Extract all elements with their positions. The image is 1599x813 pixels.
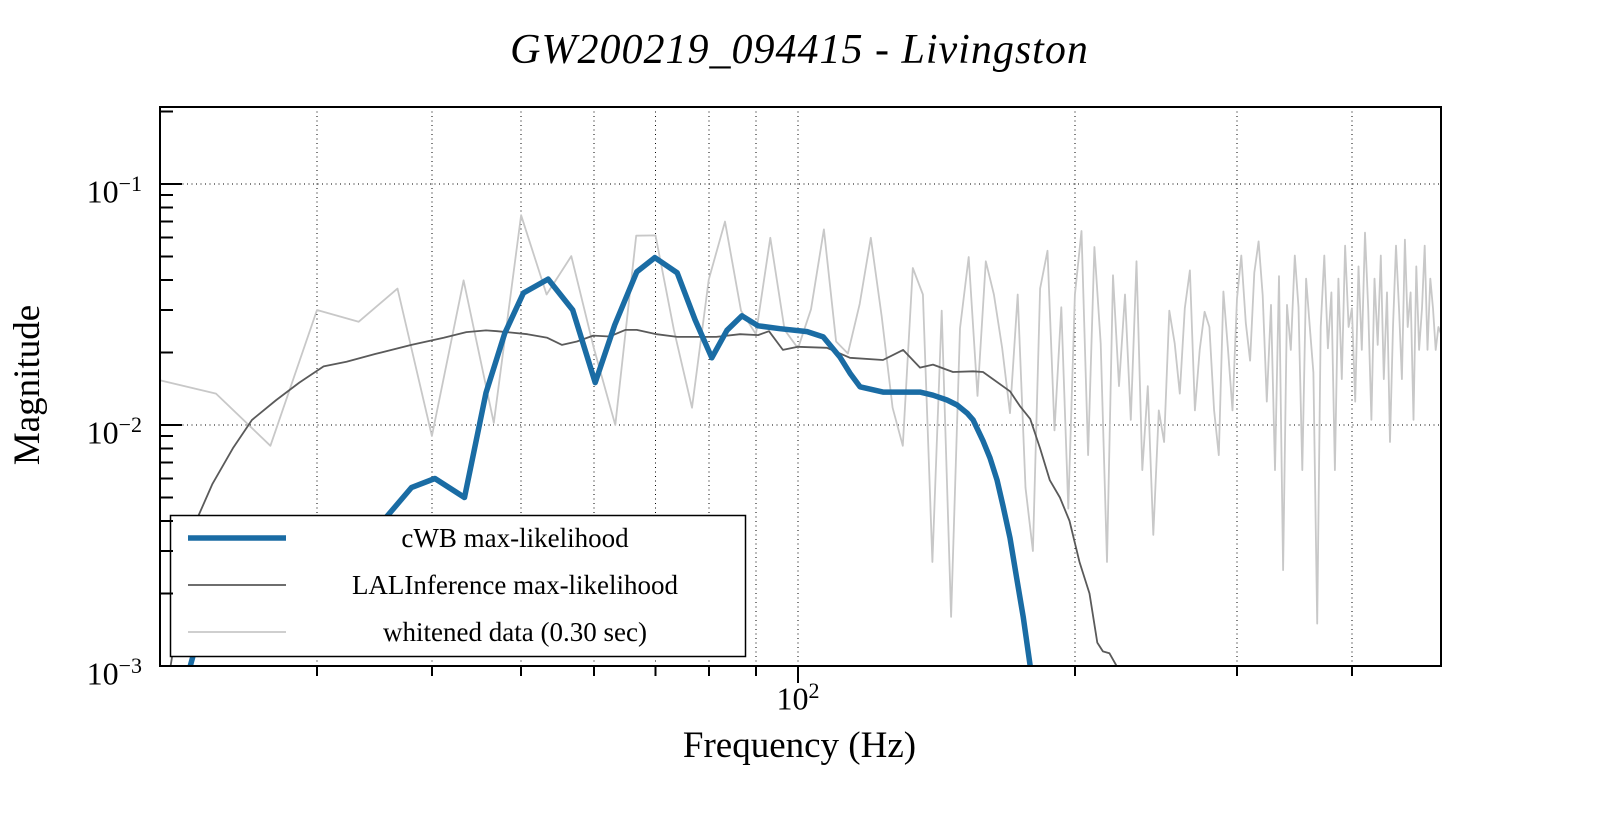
chart-title: GW200219_094415 - Livingston <box>510 27 1089 73</box>
y-axis-label: Magnitude <box>7 304 48 466</box>
plot-spines <box>159 106 1442 667</box>
y-tick-label-1e-1: 10−1 <box>86 171 142 210</box>
y-tick-label-1e-2: 10−2 <box>86 412 142 451</box>
legend-label-cwb: cWB max-likelihood <box>401 523 629 553</box>
legend-label-whitened: whitened data (0.30 sec) <box>383 617 647 647</box>
y-tick-label-1e-3: 10−3 <box>86 653 142 692</box>
axis-ticks <box>160 110 1353 683</box>
series-lalinference <box>169 329 1118 666</box>
gridlines <box>160 107 1441 666</box>
series-whitened-data <box>160 214 1441 625</box>
legend-label-lalinference: LALInference max-likelihood <box>351 570 679 600</box>
x-axis-label: Frequency (Hz) <box>682 725 917 766</box>
legend <box>169 514 747 658</box>
x-tick-label-100: 102 <box>776 678 820 717</box>
